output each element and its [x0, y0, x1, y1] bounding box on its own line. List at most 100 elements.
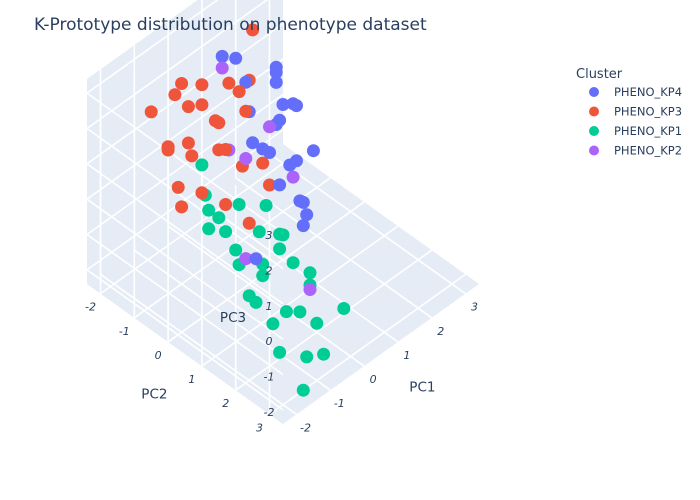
- tick-label-pc2: 0: [155, 349, 162, 362]
- data-point-pheno-kp3[interactable]: [219, 198, 233, 211]
- tick-label-pc3: 2: [266, 265, 273, 278]
- tick-label-pc2: 3: [256, 421, 263, 434]
- data-point-pheno-kp3[interactable]: [212, 116, 226, 130]
- data-point-pheno-kp2[interactable]: [286, 170, 300, 184]
- data-point-pheno-kp3[interactable]: [246, 23, 260, 37]
- data-point-pheno-kp2[interactable]: [263, 120, 276, 134]
- data-point-pheno-kp1[interactable]: [266, 317, 280, 331]
- data-point-pheno-kp1[interactable]: [273, 242, 287, 256]
- data-point-pheno-kp1[interactable]: [279, 305, 293, 319]
- data-point-pheno-kp3[interactable]: [175, 200, 189, 214]
- chart-title: K-Prototype distribution on phenotype da…: [34, 15, 427, 35]
- tick-label-pc1: 3: [471, 301, 478, 314]
- data-point-pheno-kp3[interactable]: [185, 149, 199, 163]
- tick-label-pc1: 2: [437, 325, 444, 338]
- data-point-pheno-kp4[interactable]: [276, 98, 290, 111]
- data-point-pheno-kp1[interactable]: [249, 295, 263, 309]
- data-point-pheno-kp3[interactable]: [195, 186, 209, 200]
- data-point-pheno-kp1[interactable]: [232, 198, 246, 211]
- data-point-pheno-kp2[interactable]: [239, 152, 253, 165]
- data-point-pheno-kp1[interactable]: [293, 305, 307, 319]
- data-point-pheno-kp4[interactable]: [300, 208, 314, 222]
- grid-line-pc3-right: [86, 0, 269, 130]
- legend-label: PHENO_KP1: [614, 124, 682, 138]
- data-point-pheno-kp3[interactable]: [222, 76, 236, 90]
- data-point-pheno-kp1[interactable]: [256, 269, 270, 283]
- legend-label: PHENO_KP4: [614, 85, 682, 99]
- data-point-pheno-kp1[interactable]: [212, 211, 226, 225]
- data-point-pheno-kp3[interactable]: [195, 98, 209, 112]
- data-point-pheno-kp3[interactable]: [195, 78, 209, 92]
- data-point-pheno-kp1[interactable]: [195, 158, 209, 172]
- data-point-pheno-kp1[interactable]: [300, 350, 314, 364]
- data-point-pheno-kp4[interactable]: [229, 51, 243, 65]
- data-point-pheno-kp1[interactable]: [286, 256, 300, 270]
- data-point-pheno-kp4[interactable]: [293, 194, 307, 208]
- data-point-pheno-kp3[interactable]: [219, 143, 233, 156]
- data-point-pheno-kp4[interactable]: [306, 144, 320, 158]
- data-point-pheno-kp4[interactable]: [269, 75, 283, 89]
- data-point-pheno-kp4[interactable]: [239, 75, 253, 89]
- data-point-pheno-kp4[interactable]: [286, 97, 300, 111]
- legend-title: Cluster: [576, 67, 623, 82]
- data-point-pheno-kp4[interactable]: [269, 60, 283, 74]
- data-point-pheno-kp2[interactable]: [215, 61, 229, 75]
- data-point-pheno-kp1[interactable]: [303, 266, 317, 280]
- data-point-pheno-kp3[interactable]: [144, 105, 158, 119]
- data-point-pheno-kp1[interactable]: [337, 302, 351, 315]
- data-point-pheno-kp1[interactable]: [202, 203, 216, 217]
- data-point-pheno-kp1[interactable]: [317, 347, 331, 361]
- grid-line-pc3-left: [86, 269, 284, 411]
- tick-label-pc3: -1: [264, 371, 275, 384]
- grid-line-pc3-left: [86, 163, 284, 305]
- data-point-pheno-kp1[interactable]: [276, 228, 290, 242]
- data-point-pheno-kp3[interactable]: [181, 100, 195, 114]
- data-point-pheno-kp1[interactable]: [202, 222, 216, 236]
- tick-label-pc3: 0: [266, 335, 273, 348]
- data-point-pheno-kp4[interactable]: [290, 154, 303, 168]
- data-point-pheno-kp2[interactable]: [239, 252, 253, 266]
- grid-line-pc3-right: [86, 129, 284, 271]
- data-point-pheno-kp3[interactable]: [242, 216, 256, 230]
- data-point-pheno-kp1[interactable]: [310, 316, 324, 330]
- data-point-pheno-kp1[interactable]: [259, 199, 273, 212]
- scene-points[interactable]: [144, 23, 351, 397]
- axis-title-pc3: PC3: [220, 310, 246, 326]
- data-point-pheno-kp4[interactable]: [256, 142, 270, 156]
- tick-label-pc2: 2: [222, 397, 229, 410]
- data-point-pheno-kp4[interactable]: [273, 178, 287, 192]
- data-point-pheno-kp4[interactable]: [246, 136, 260, 150]
- legend-item-pheno-kp1[interactable]: PHENO_KP1: [589, 124, 682, 138]
- grid-line-pc3-left: [86, 198, 284, 340]
- grid-line-pc1-floor: [201, 201, 399, 343]
- data-point-pheno-kp1[interactable]: [252, 225, 266, 239]
- data-point-pheno-kp3[interactable]: [256, 156, 270, 170]
- data-point-pheno-kp3[interactable]: [181, 136, 195, 150]
- data-point-pheno-kp4[interactable]: [215, 49, 229, 63]
- data-point-pheno-kp2[interactable]: [303, 283, 317, 296]
- grid-line-pc3-left: [86, 92, 284, 234]
- data-point-pheno-kp4[interactable]: [296, 219, 310, 233]
- data-point-pheno-kp1[interactable]: [219, 225, 233, 239]
- legend[interactable]: Cluster PHENO_KP4 PHENO_KP3 PHENO_KP1 PHENO…: [576, 67, 682, 158]
- data-point-pheno-kp3[interactable]: [239, 104, 253, 118]
- legend-item-pheno-kp4[interactable]: PHENO_KP4: [589, 85, 682, 99]
- legend-item-pheno-kp3[interactable]: PHENO_KP3: [589, 105, 682, 119]
- data-point-pheno-kp3[interactable]: [232, 85, 246, 99]
- legend-marker: [589, 106, 599, 117]
- grid-line-pc3-left: [86, 233, 284, 376]
- legend-item-pheno-kp2[interactable]: PHENO_KP2: [589, 144, 682, 158]
- data-point-pheno-kp1[interactable]: [229, 243, 243, 257]
- data-point-pheno-kp4[interactable]: [249, 252, 263, 266]
- data-point-pheno-kp3[interactable]: [161, 140, 175, 154]
- grid-line-pc2-floor: [201, 225, 399, 367]
- data-point-pheno-kp3[interactable]: [171, 180, 185, 194]
- data-point-pheno-kp3[interactable]: [175, 77, 189, 90]
- tick-label-pc1: -2: [300, 421, 311, 434]
- data-point-pheno-kp3[interactable]: [263, 178, 276, 192]
- data-point-pheno-kp1[interactable]: [273, 345, 287, 359]
- data-point-pheno-kp3[interactable]: [168, 88, 182, 102]
- data-point-pheno-kp1[interactable]: [296, 383, 310, 397]
